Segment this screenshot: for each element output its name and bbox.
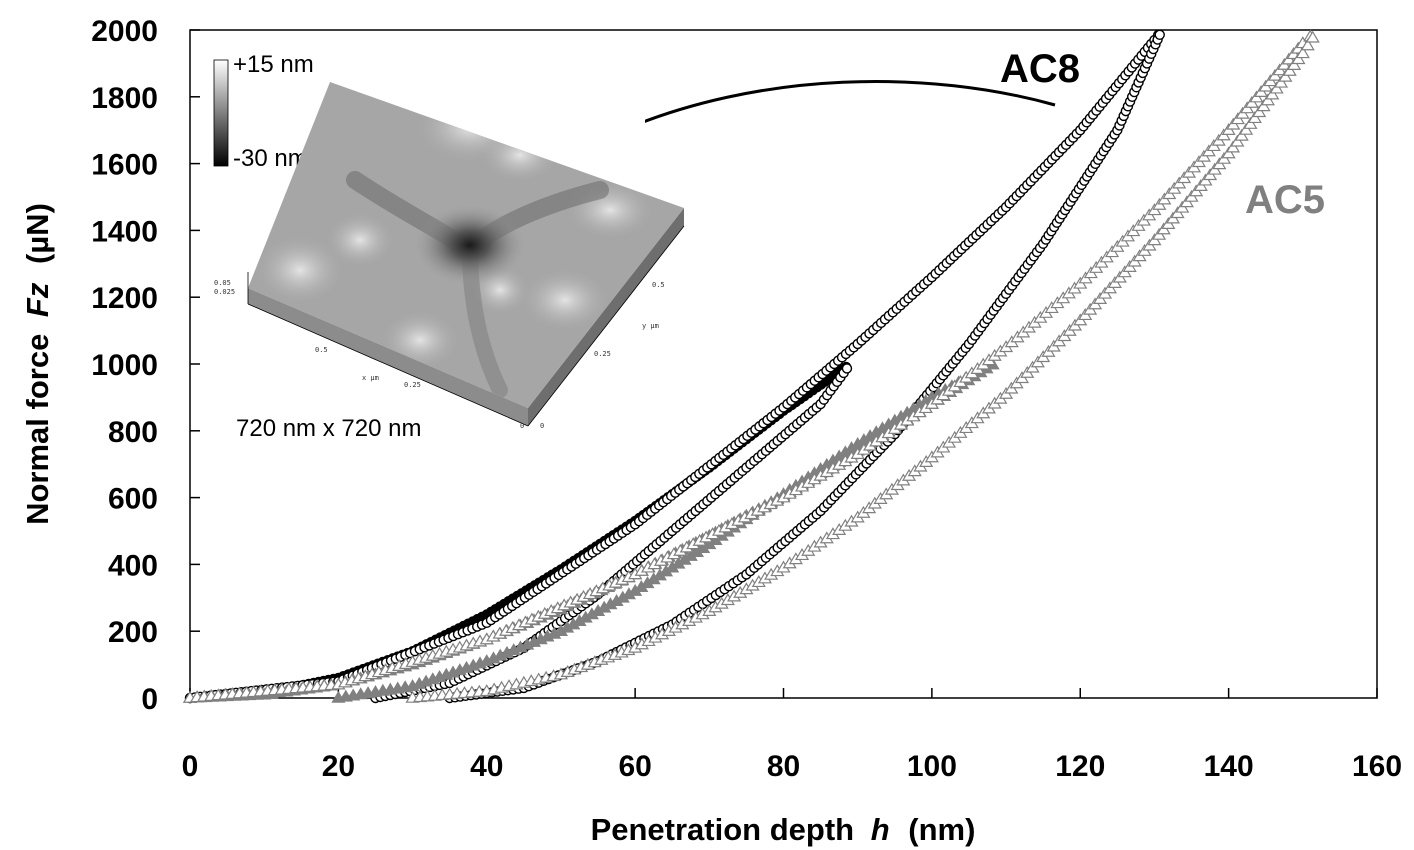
inset-y-tick-2: 0.25 xyxy=(594,350,611,358)
y-tick-label: 400 xyxy=(108,549,158,582)
y-axis-symbol: Fz xyxy=(20,282,55,317)
inset-size-label: 720 nm x 720 nm xyxy=(236,415,421,442)
surface-side-right xyxy=(528,208,684,426)
inset-x-tick-1: 0.5 xyxy=(315,346,328,354)
inset-z-tick-1: 0.05 xyxy=(214,279,231,287)
x-axis-label: Penetration depth xyxy=(591,812,855,847)
data-point xyxy=(1269,81,1284,94)
data-point xyxy=(1252,105,1267,118)
y-tick-label: 200 xyxy=(108,616,158,649)
data-point xyxy=(1291,52,1306,65)
x-axis-unit: (nm) xyxy=(908,812,975,847)
data-marks xyxy=(182,29,1320,704)
data-point xyxy=(1256,99,1271,112)
x-tick-label: 160 xyxy=(1352,750,1402,783)
y-tick-label: 1200 xyxy=(91,282,158,315)
x-axis-symbol: h xyxy=(871,812,890,847)
data-point xyxy=(1230,134,1245,147)
data-point xyxy=(1305,30,1320,43)
x-tick-label: 60 xyxy=(618,750,651,783)
y-tick-label: 600 xyxy=(108,483,158,516)
data-point xyxy=(1300,38,1315,51)
inset-y-tick-3: 0 xyxy=(540,422,544,430)
surface-side-left xyxy=(248,288,528,426)
data-point xyxy=(1239,122,1254,135)
data-point xyxy=(1221,146,1236,159)
x-tick-label: 100 xyxy=(907,750,957,783)
series-ac5-loading-6 xyxy=(182,29,1318,703)
ac5-annotation: AC5 xyxy=(1245,178,1325,222)
y-axis-title: Normal force Fz (µN) xyxy=(20,203,55,525)
scale-min-label: -30 nm xyxy=(233,145,308,172)
scale-max-label: +15 nm xyxy=(233,51,314,78)
inset-z-tick-2: 0.025 xyxy=(214,288,235,296)
x-tick-label: 120 xyxy=(1055,750,1105,783)
data-point xyxy=(1278,69,1293,82)
data-point xyxy=(1265,87,1280,100)
x-axis-title: Penetration depth h (nm) xyxy=(591,812,976,847)
afm-inset: +15 nm -30 nm 0.05 0.025 0.5 0.25 0 0.5 xyxy=(205,50,685,445)
data-point xyxy=(1247,111,1262,124)
inset-x-tick-2: 0.25 xyxy=(404,381,421,389)
data-point xyxy=(1225,140,1241,153)
ac8-pointer-arrow xyxy=(611,80,1056,137)
data-point xyxy=(1260,93,1275,106)
axis-tick-labels: 0 20 40 60 80 100 120 140 1600200400600800100012… xyxy=(91,15,1402,783)
data-point xyxy=(1287,57,1302,70)
height-scale-bar xyxy=(213,59,229,167)
y-tick-label: 2000 xyxy=(91,15,158,48)
series-ac5-unloading-7 xyxy=(405,30,1320,703)
data-point xyxy=(1295,46,1310,59)
data-point xyxy=(1154,29,1165,40)
inset-x-tick-3: 0 xyxy=(520,422,524,430)
inset-y-tick-1: 0.5 xyxy=(652,281,665,289)
y-axis-unit: (µN) xyxy=(20,203,55,264)
y-tick-label: 1400 xyxy=(91,215,158,248)
data-point xyxy=(841,363,853,374)
inset-y-axis-label: y µm xyxy=(642,322,659,330)
data-point xyxy=(1282,63,1297,76)
y-tick-label: 800 xyxy=(108,416,158,449)
x-tick-label: 0 xyxy=(182,750,199,783)
inset-x-axis-label: x µm xyxy=(362,374,379,382)
y-tick-label: 1600 xyxy=(91,149,158,182)
y-tick-label: 0 xyxy=(141,683,158,716)
x-tick-label: 80 xyxy=(767,750,800,783)
ac8-annotation: AC8 xyxy=(1000,47,1080,91)
data-point xyxy=(1234,128,1249,141)
y-axis-label: Normal force xyxy=(20,334,55,525)
x-tick-label: 20 xyxy=(322,750,355,783)
x-tick-label: 40 xyxy=(470,750,503,783)
y-tick-label: 1000 xyxy=(91,349,158,382)
data-point xyxy=(1243,116,1258,129)
x-tick-label: 140 xyxy=(1204,750,1254,783)
data-point xyxy=(1273,75,1289,88)
y-tick-label: 1800 xyxy=(91,82,158,115)
